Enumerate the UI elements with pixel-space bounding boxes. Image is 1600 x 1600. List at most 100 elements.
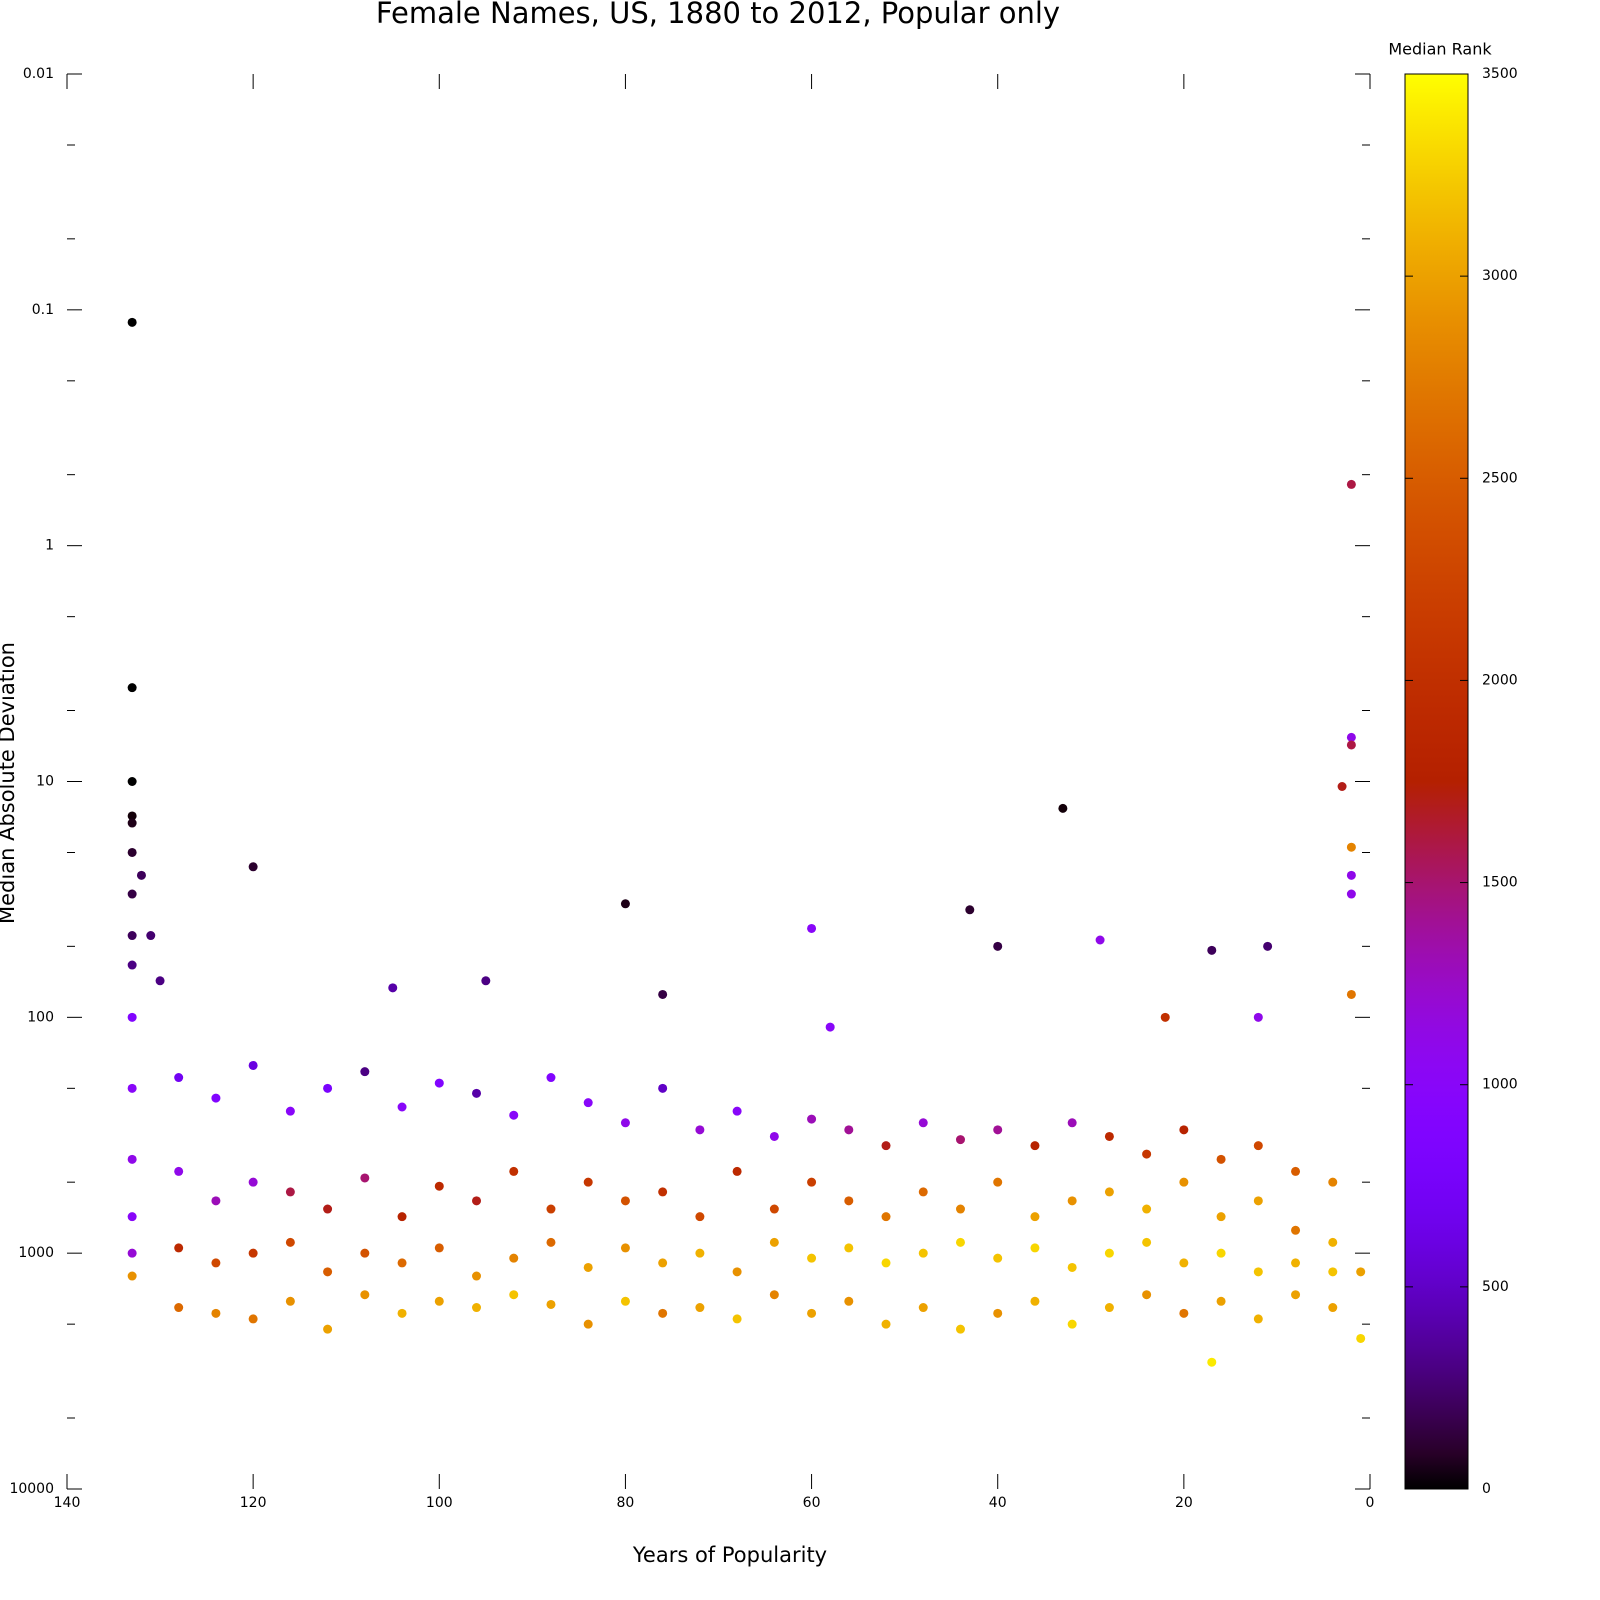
colorbar-tick-label: 2500 [1482,470,1518,486]
point [174,1243,184,1253]
point [1104,1248,1114,1258]
point [174,1303,184,1313]
point [1216,1248,1226,1258]
y-tick-label: 0.01 [23,66,54,82]
point [127,1271,137,1281]
point [1095,935,1105,945]
point [1346,732,1356,742]
point [993,1125,1003,1135]
point [732,1267,742,1277]
point [174,1073,184,1083]
point [1058,803,1068,813]
point [1328,1267,1338,1277]
point [1104,1131,1114,1141]
point [825,1022,835,1032]
point [1356,1333,1366,1343]
point [127,683,137,693]
point [1207,945,1217,955]
point [620,1243,630,1253]
point [1263,941,1273,951]
y-tick-label: 10000 [9,1481,54,1497]
point [918,1187,928,1197]
point [1142,1290,1152,1300]
point [695,1212,705,1222]
point [965,905,975,915]
point [434,1078,444,1088]
point [285,1237,295,1247]
point [1291,1258,1301,1268]
point [248,1248,258,1258]
point [807,1114,817,1124]
point [807,1253,817,1263]
point [583,1177,593,1187]
y-tick-label: 1 [45,538,54,554]
point [211,1258,221,1268]
point [1179,1308,1189,1318]
point [546,1299,556,1309]
y-axis-label: Median Absolute Deviation [0,642,19,924]
point [1104,1303,1114,1313]
point [732,1314,742,1324]
point [1142,1149,1152,1159]
point [360,1067,370,1077]
point [844,1296,854,1306]
point [285,1296,295,1306]
colorbar-tick-label: 500 [1482,1279,1509,1295]
point [285,1106,295,1116]
point [211,1093,221,1103]
x-tick-label: 60 [803,1495,821,1511]
point [583,1262,593,1272]
y-tick-label: 10 [36,774,54,790]
y-tick-label: 100 [27,1009,54,1025]
point [1030,1141,1040,1151]
point [211,1196,221,1206]
point [434,1243,444,1253]
point [1346,989,1356,999]
point [323,1083,333,1093]
point [658,1258,668,1268]
point [918,1118,928,1128]
y-tick-label: 0.1 [32,302,54,318]
point [509,1166,519,1176]
chart-title: Female Names, US, 1880 to 2012, Popular … [376,0,1060,30]
point [769,1204,779,1214]
point [472,1088,482,1098]
point [807,923,817,933]
point [174,1166,184,1176]
point [1291,1225,1301,1235]
point [434,1296,444,1306]
point [583,1319,593,1329]
point [1030,1296,1040,1306]
point [248,1314,258,1324]
point [1216,1212,1226,1222]
point [1346,889,1356,899]
point [127,1154,137,1164]
point [1067,1118,1077,1128]
point [918,1248,928,1258]
point [695,1303,705,1313]
point [620,1196,630,1206]
point [993,1177,1003,1187]
point [1207,1357,1217,1367]
point [955,1204,965,1214]
point [993,941,1003,951]
y-tick-label: 1000 [18,1245,54,1261]
point [1253,1314,1263,1324]
point [658,989,668,999]
point [1253,1141,1263,1151]
point [1346,842,1356,852]
point [993,1308,1003,1318]
point [323,1267,333,1277]
point [472,1271,482,1281]
point [481,976,491,986]
point [1253,1196,1263,1206]
point [732,1166,742,1176]
point [1328,1237,1338,1247]
x-tick-label: 0 [1366,1495,1375,1511]
point [1179,1125,1189,1135]
point [955,1237,965,1247]
point [993,1253,1003,1263]
point [1291,1166,1301,1176]
point [658,1308,668,1318]
point [127,960,137,970]
